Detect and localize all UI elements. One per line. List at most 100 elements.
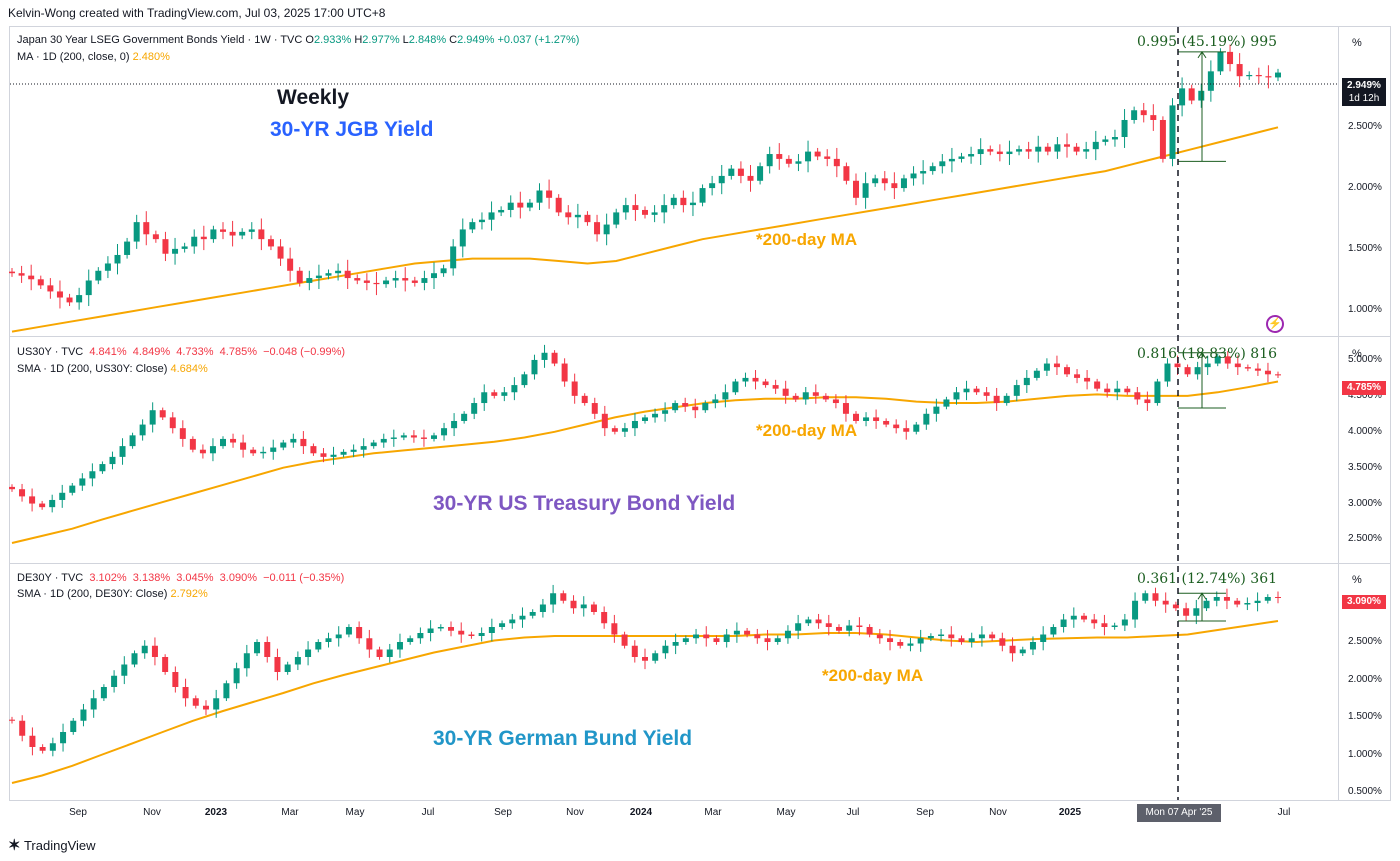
candle-body [680, 197, 687, 206]
bund-symbol[interactable]: DE30Y · TVC [17, 572, 84, 584]
candle-body [420, 437, 427, 439]
ust-ma-label[interactable]: SMA · 1D (200, US30Y: Close) [17, 363, 168, 375]
candle-body [239, 231, 246, 236]
candle-body [1124, 388, 1131, 393]
candle-body [149, 410, 156, 425]
candle-body [200, 236, 207, 240]
ust-unit-button[interactable]: % [1352, 348, 1362, 360]
candle-body [461, 413, 468, 421]
ust-change: −0.048 (−0.99%) [263, 346, 346, 358]
ust-symbol[interactable]: US30Y · TVC [17, 346, 84, 358]
candle-body [662, 645, 669, 654]
candle-body [560, 593, 567, 601]
candle-body [169, 417, 176, 429]
jgb-close: 2.949% [457, 34, 495, 46]
candle-body [1198, 90, 1205, 101]
candle-body [18, 273, 25, 276]
candle-body [561, 363, 568, 382]
ust-measure-label[interactable]: 0.816 (18.83%) 816 [1137, 346, 1278, 362]
candle-body [392, 278, 399, 281]
candle-body [498, 209, 505, 213]
candle-body [933, 406, 940, 414]
candle-body [109, 456, 116, 465]
candle-body [570, 600, 577, 609]
jgb-ma-annotation: *200-day MA [756, 230, 858, 249]
candle-body [1025, 149, 1032, 152]
candle-body [100, 687, 107, 699]
jgb-symbol[interactable]: Japan 30 Year LSEG Government Bonds Yiel… [17, 34, 303, 46]
candle-body [1019, 649, 1026, 654]
candle-body [1234, 363, 1241, 368]
candle-body [973, 388, 980, 393]
candle-body [642, 209, 648, 215]
candle-body [151, 645, 158, 657]
candle-body [923, 413, 930, 425]
candle-body [56, 291, 63, 298]
candle-body [733, 630, 740, 635]
bund-ma-label[interactable]: SMA · 1D (200, DE30Y: Close) [17, 588, 168, 600]
tradingview-logo[interactable]: ✶ TradingView [8, 836, 96, 854]
candle-body [210, 229, 217, 240]
bund-ma-annotation: *200-day MA [822, 666, 924, 685]
candle-body [192, 698, 199, 706]
candle-body [80, 709, 87, 721]
bund-measure-label[interactable]: 0.361 (12.74%) 361 [1137, 571, 1278, 587]
candle-body [752, 377, 759, 382]
bund-open: 3.102% [89, 572, 127, 584]
pane-separator-1[interactable] [9, 336, 1391, 337]
bund-high: 3.138% [132, 572, 171, 584]
candle-body [1074, 374, 1081, 378]
candle-body [1121, 619, 1128, 626]
candle-body [441, 428, 448, 436]
pane-separator-2[interactable] [9, 563, 1391, 564]
candle-body [141, 645, 148, 654]
candle-body [550, 593, 557, 605]
candle-body [764, 638, 771, 642]
x-axis-label: Mar [281, 807, 299, 818]
candle-body [948, 634, 955, 639]
candle-body [581, 395, 588, 404]
candle-body [1213, 597, 1220, 601]
candle-body [835, 627, 842, 631]
candle-body [1275, 374, 1281, 376]
candle-body [162, 239, 169, 254]
candle-body [682, 638, 689, 642]
candle-body [458, 630, 465, 635]
candle-body [1164, 363, 1171, 382]
candle-body [672, 642, 679, 646]
candle-body [917, 638, 924, 644]
candle-body [1064, 144, 1070, 147]
jgb-measure-label[interactable]: 0.995 (45.19%) 995 [1137, 34, 1278, 50]
candle-body [611, 623, 618, 635]
candle-body [69, 485, 76, 493]
y-tick-label: 0.500% [1348, 786, 1382, 797]
jgb-unit-button[interactable]: % [1352, 37, 1362, 49]
candle-body [689, 202, 696, 206]
jgb-c-label: C [449, 34, 458, 46]
lightning-icon[interactable]: ⚡ [1266, 315, 1284, 333]
candle-body [1194, 367, 1201, 375]
candle-body [1111, 137, 1118, 140]
jgb-ma-value: 2.480% [132, 51, 170, 63]
candle-body [229, 231, 236, 236]
candle-body [913, 424, 920, 432]
candle-body [376, 649, 383, 657]
candle-body [471, 403, 478, 414]
bund-unit-button[interactable]: % [1352, 574, 1362, 586]
price-axis-frame[interactable] [1339, 26, 1391, 801]
candle-body [737, 168, 744, 176]
candle-body [119, 446, 126, 457]
candle-body [953, 392, 960, 400]
candle-body [815, 619, 822, 624]
candle-body [766, 154, 773, 167]
candle-body [39, 503, 46, 508]
candle-body [1121, 119, 1128, 138]
bund-close: 3.090% [219, 572, 257, 584]
candle-body [29, 496, 36, 504]
candle-body [1193, 608, 1200, 616]
candle-body [785, 158, 792, 164]
candle-body [511, 385, 518, 393]
candle-body [181, 246, 188, 249]
jgb-ma-label[interactable]: MA · 1D (200, close, 0) [17, 51, 130, 63]
